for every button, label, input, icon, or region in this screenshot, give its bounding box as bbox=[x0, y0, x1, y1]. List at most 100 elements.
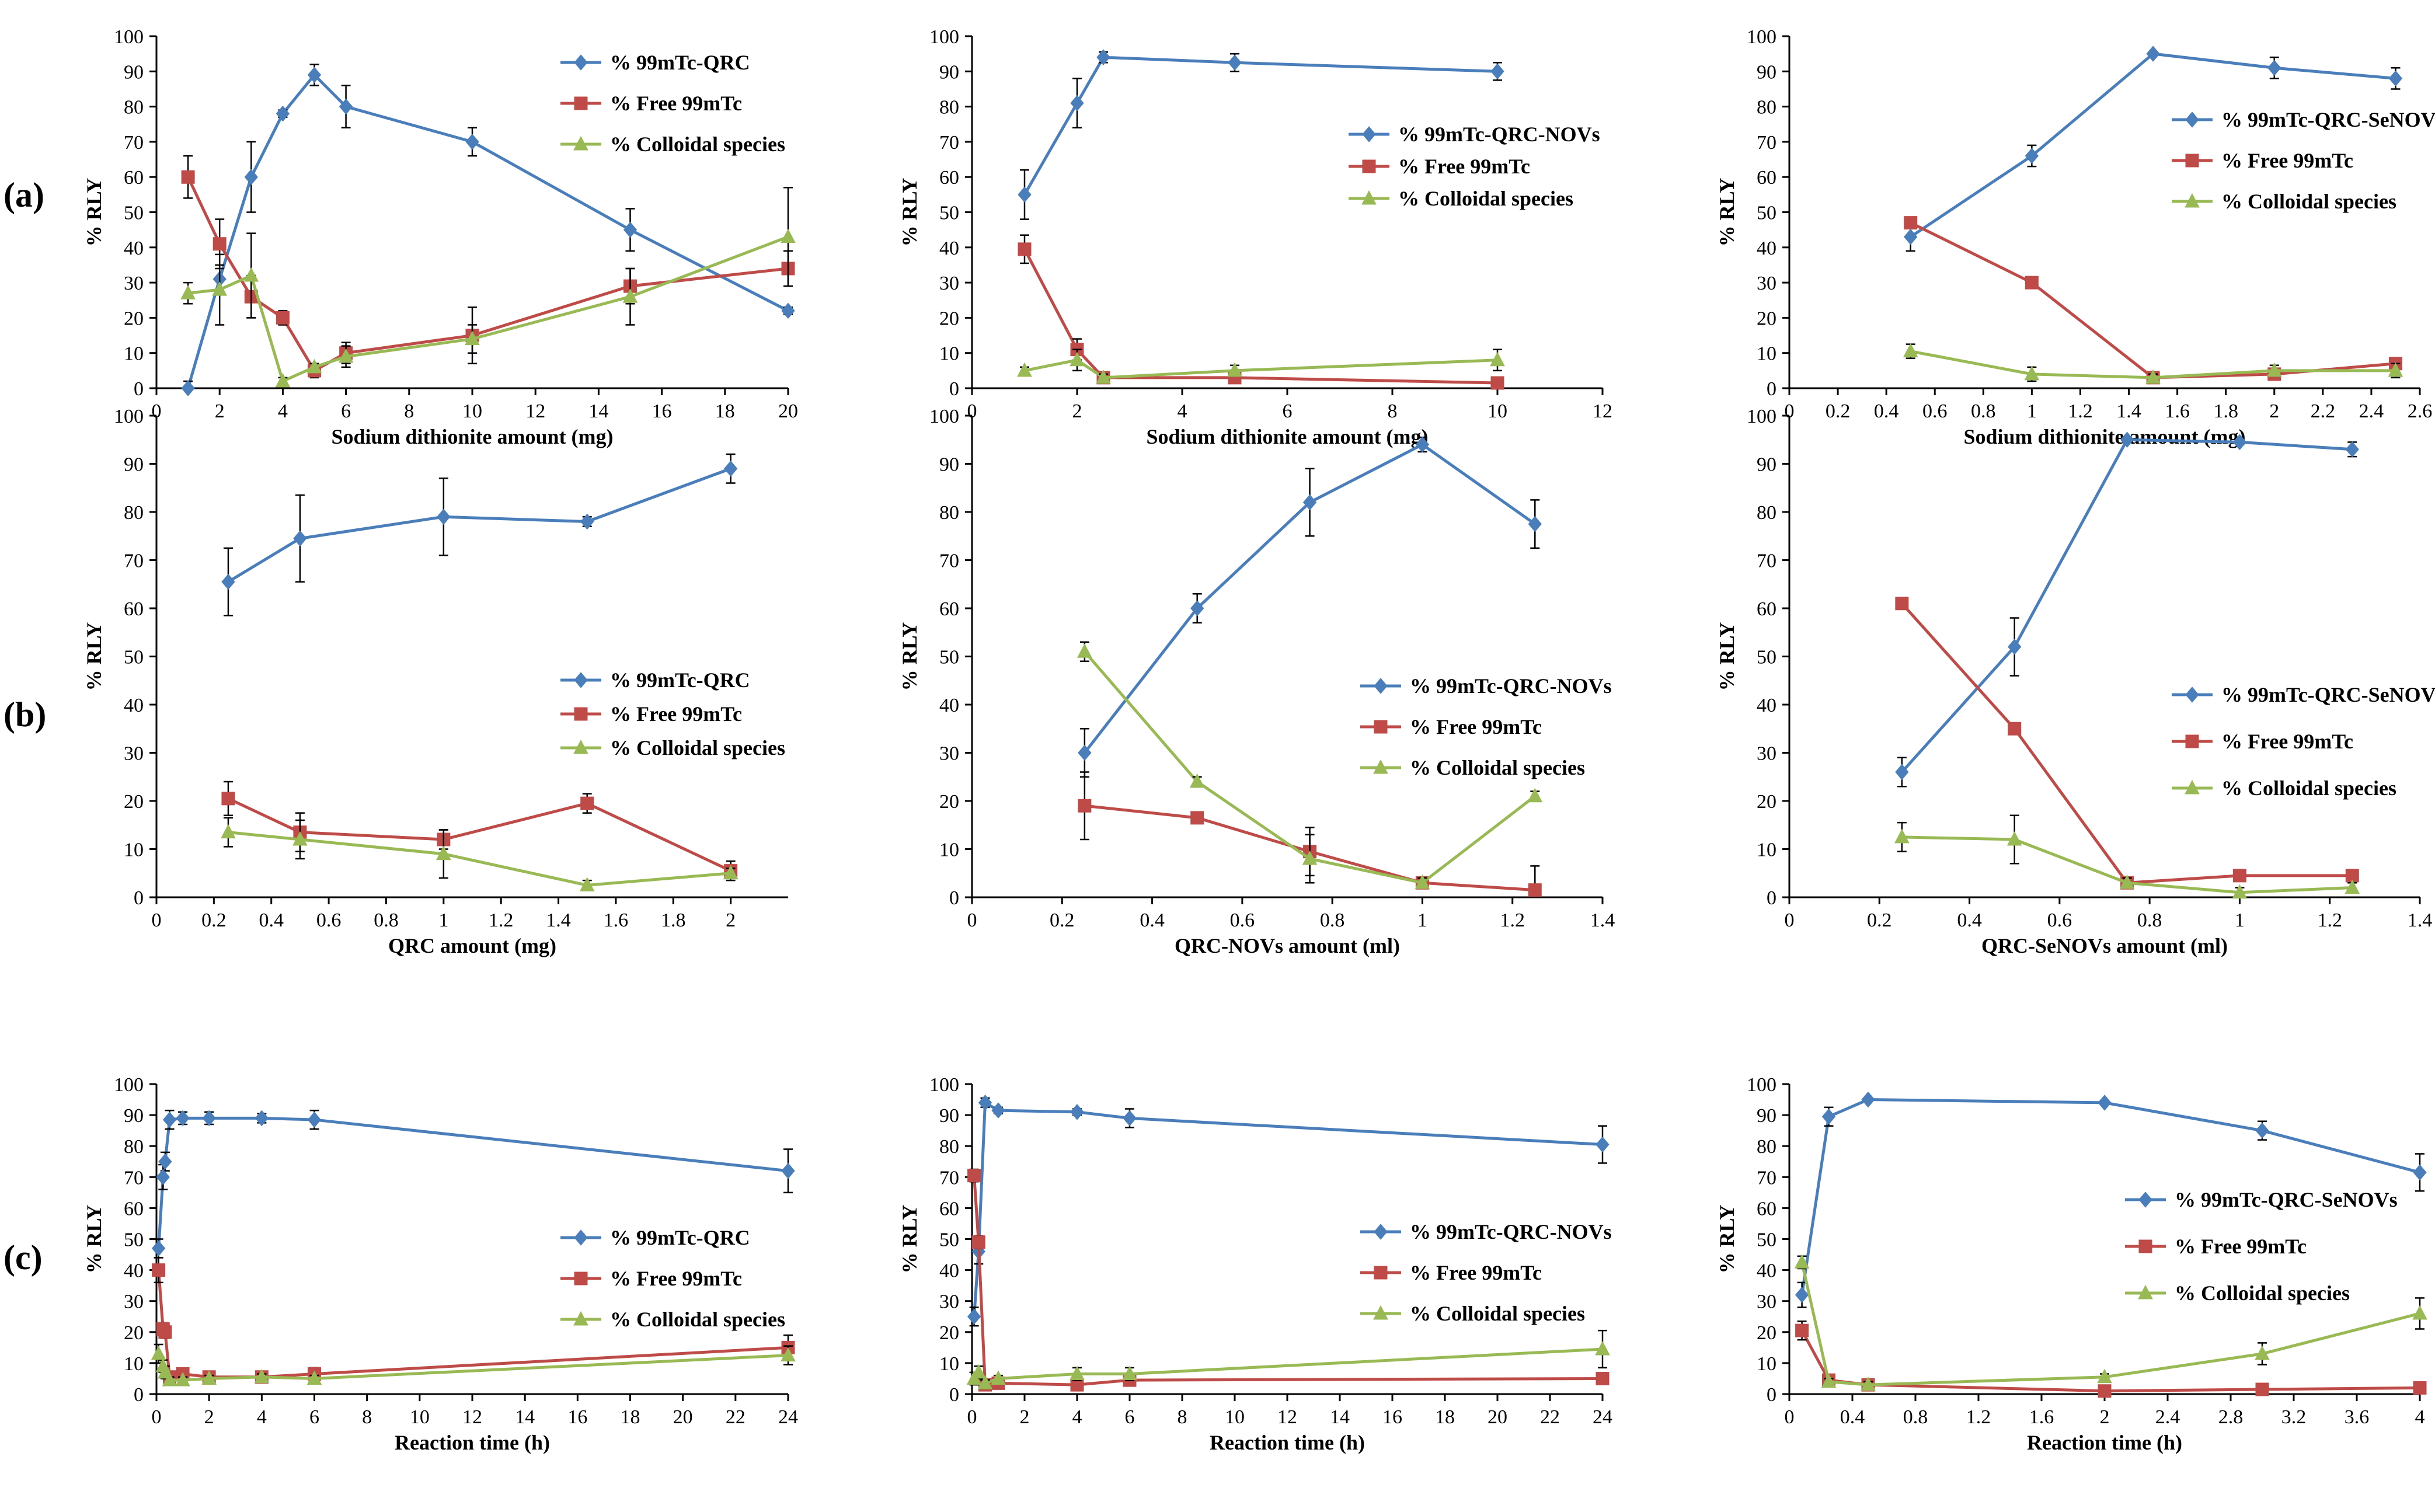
x-tick-label: 24 bbox=[778, 1406, 798, 1428]
legend-label: % Free 99mTc bbox=[2175, 1235, 2307, 1258]
data-point-triangle bbox=[2024, 365, 2040, 381]
chart-a3: 0 10 20 30 40 50 60 70 80 90 100 0 0.2 0.4 0.6 0.8 1 1.2 1… bbox=[1715, 26, 2435, 448]
data-point-triangle bbox=[1070, 1365, 1085, 1380]
data-point-diamond bbox=[2146, 46, 2160, 62]
data-point-triangle bbox=[2388, 362, 2403, 377]
chart-b3: 0 10 20 30 40 50 60 70 80 90 100 0 0.2 0.4 0.6 0.8 1 1.2 1… bbox=[1715, 406, 2435, 957]
x-tick-label: 8 bbox=[1178, 1406, 1187, 1428]
y-tick-label: 30 bbox=[1757, 1291, 1776, 1313]
x-tick-label: 20 bbox=[673, 1406, 693, 1428]
chart-a1: 0 10 20 30 40 50 60 70 80 90 100 0 2 4 6 8 10 12 14 16 18 20 S… bbox=[82, 26, 798, 448]
x-tick-label: 1.2 bbox=[489, 910, 514, 931]
series-blue bbox=[1018, 49, 1504, 220]
data-point-diamond bbox=[1078, 744, 1092, 761]
legend-marker-diamond bbox=[574, 672, 588, 688]
legend-label: % Free 99mTc bbox=[1398, 155, 1530, 178]
y-tick-label: 60 bbox=[124, 1198, 144, 1220]
x-tick-label: 20 bbox=[778, 400, 798, 422]
data-point-diamond bbox=[255, 1110, 269, 1127]
y-tick-label: 30 bbox=[1757, 743, 1776, 765]
y-tick-label: 70 bbox=[124, 132, 144, 154]
data-point-diamond bbox=[307, 67, 322, 83]
x-axis-title: Sodium dithionite amount (mg) bbox=[1146, 425, 1428, 448]
y-tick-label: 40 bbox=[939, 238, 959, 259]
data-point-triangle bbox=[622, 288, 638, 303]
x-tick-label: 18 bbox=[1435, 1406, 1455, 1428]
y-tick-label: 0 bbox=[949, 378, 959, 400]
series-line bbox=[157, 1353, 789, 1382]
legend-marker-diamond bbox=[2185, 687, 2199, 703]
x-tick-label: 10 bbox=[1488, 400, 1507, 422]
x-tick-label: 20 bbox=[1488, 1406, 1507, 1428]
legend-label: % 99mTc-QRC-SeNOVs bbox=[2221, 108, 2435, 131]
series-green bbox=[1894, 814, 2360, 899]
data-point-square bbox=[2008, 722, 2022, 736]
data-point-square bbox=[967, 1169, 981, 1183]
y-tick-label: 20 bbox=[939, 1322, 959, 1344]
y-tick-label: 10 bbox=[939, 343, 959, 365]
y-axis-title: % RLY bbox=[1715, 622, 1739, 691]
y-tick-label: 20 bbox=[1757, 1322, 1776, 1344]
data-point-square bbox=[1528, 883, 1542, 897]
y-tick-label: 0 bbox=[134, 1384, 144, 1406]
data-point-diamond bbox=[781, 1162, 795, 1179]
data-point-square bbox=[221, 792, 235, 806]
x-tick-label: 0.2 bbox=[1826, 400, 1851, 422]
data-point-diamond bbox=[1895, 764, 1909, 781]
data-point-diamond bbox=[437, 508, 451, 525]
y-tick-label: 70 bbox=[1757, 132, 1776, 154]
data-point-square bbox=[158, 1325, 172, 1339]
legend-marker-triangle bbox=[573, 1311, 588, 1326]
legend-label: % Colloidal species bbox=[1398, 187, 1573, 210]
x-axis-title: QRC-NOVs amount (ml) bbox=[1175, 934, 1400, 957]
x-tick-label: 22 bbox=[1540, 1406, 1560, 1428]
y-tick-label: 100 bbox=[1747, 26, 1776, 48]
series-line bbox=[1800, 1262, 2420, 1386]
x-axis-title: QRC-SeNOVs amount (ml) bbox=[1981, 934, 2228, 957]
legend-label: % 99mTc-QRC bbox=[610, 1226, 750, 1249]
data-point-diamond bbox=[1490, 63, 1504, 80]
y-tick-label: 80 bbox=[124, 502, 144, 524]
legend-marker-triangle bbox=[2185, 779, 2200, 795]
y-tick-label: 100 bbox=[929, 26, 959, 48]
y-tick-label: 70 bbox=[1757, 1167, 1776, 1189]
y-tick-label: 0 bbox=[949, 887, 959, 909]
legend-marker-triangle bbox=[573, 135, 588, 151]
y-tick-label: 70 bbox=[1757, 551, 1776, 572]
y-axis-title: % RLY bbox=[1715, 1205, 1739, 1274]
x-tick-label: 1.4 bbox=[546, 910, 571, 931]
data-point-triangle bbox=[180, 285, 196, 299]
y-tick-label: 80 bbox=[124, 1136, 144, 1158]
data-point-diamond bbox=[2232, 434, 2247, 451]
series-red bbox=[1904, 216, 2402, 385]
x-tick-label: 1 bbox=[438, 910, 448, 931]
data-point-triangle bbox=[1595, 1340, 1610, 1356]
data-point-diamond bbox=[2388, 70, 2403, 87]
data-point-square bbox=[2345, 869, 2359, 883]
data-point-triangle bbox=[1077, 643, 1092, 658]
y-axis-title: % RLY bbox=[82, 622, 106, 691]
x-tick-label: 0.4 bbox=[1874, 400, 1899, 422]
chart-b2: 0 10 20 30 40 50 60 70 80 90 100 0 0.2 0.4 0.6 0.8 1 1.2 1… bbox=[898, 406, 1615, 957]
legend-marker-square bbox=[1362, 159, 1376, 173]
y-tick-label: 100 bbox=[114, 1074, 144, 1096]
y-tick-label: 10 bbox=[124, 1353, 144, 1375]
x-tick-label: 1.2 bbox=[1966, 1406, 1991, 1428]
data-point-diamond bbox=[293, 530, 307, 547]
legend-label: % Colloidal species bbox=[1410, 1302, 1585, 1325]
x-tick-label: 18 bbox=[621, 1406, 640, 1428]
y-tick-label: 30 bbox=[939, 273, 959, 294]
data-point-diamond bbox=[1861, 1091, 1875, 1108]
y-tick-label: 100 bbox=[929, 406, 959, 427]
legend-marker-diamond bbox=[574, 1229, 588, 1246]
data-point-diamond bbox=[2345, 441, 2359, 458]
legend-marker-diamond bbox=[574, 54, 588, 71]
x-tick-label: 16 bbox=[567, 1406, 587, 1428]
y-tick-label: 0 bbox=[1767, 378, 1776, 400]
data-point-diamond bbox=[202, 1110, 216, 1127]
x-axis-title: QRC amount (mg) bbox=[388, 934, 556, 957]
legend-label: % Free 99mTc bbox=[610, 1267, 742, 1290]
y-tick-label: 80 bbox=[1757, 97, 1776, 119]
data-point-square bbox=[213, 237, 227, 251]
